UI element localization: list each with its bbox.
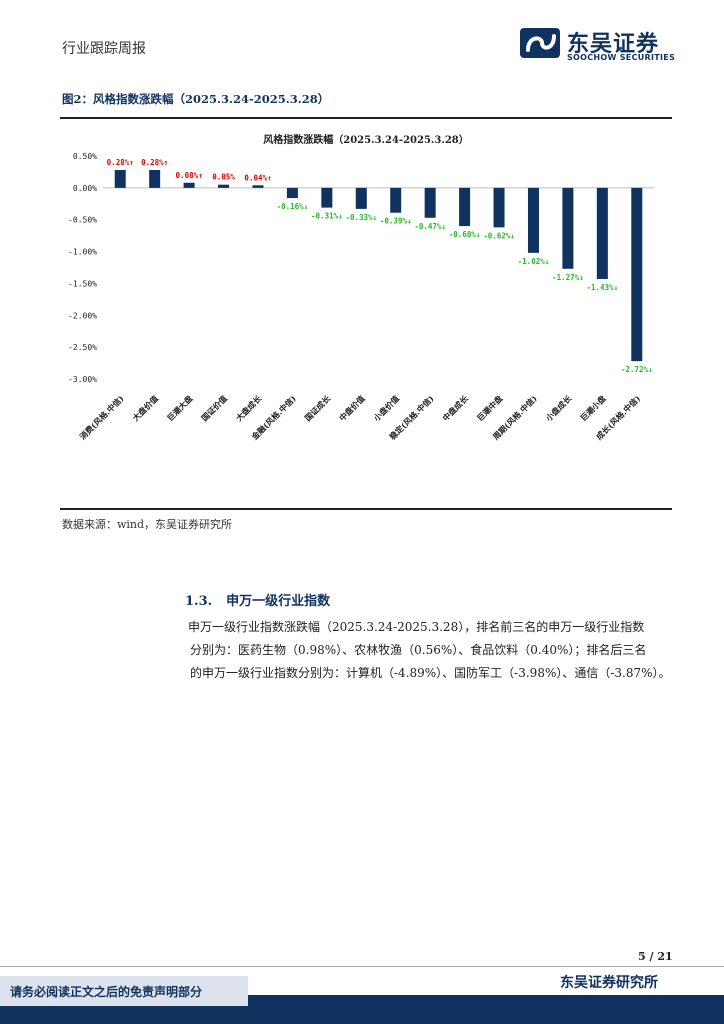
bar xyxy=(321,187,333,208)
x-category-label: 巨潮小盘 xyxy=(578,393,608,423)
bar xyxy=(149,170,161,188)
bar xyxy=(390,187,402,213)
report-type-label: 行业跟踪周报 xyxy=(62,41,146,57)
x-category-label: 中盘成长 xyxy=(440,393,470,423)
section-heading: 1.3. 申万一级行业指数 xyxy=(185,590,330,609)
bar-data-label: 0.05% xyxy=(212,173,235,182)
bar xyxy=(183,182,195,188)
bar xyxy=(527,187,539,253)
bar xyxy=(218,184,230,188)
bar-data-label: -0.60%↓ xyxy=(449,230,481,239)
y-tick-label: -2.50% xyxy=(68,343,97,352)
bar-data-label: -1.02%↓ xyxy=(518,257,550,266)
x-category-label: 大盘价值 xyxy=(130,393,160,423)
figure-source: 数据来源：wind，东吴证券研究所 xyxy=(62,518,233,531)
bar-data-label: -0.62%↓ xyxy=(483,231,515,240)
bar-data-label: -0.16%↓ xyxy=(277,202,309,211)
x-category-label: 国证成长 xyxy=(303,393,333,423)
y-tick-label: 0.50% xyxy=(73,152,97,161)
bar xyxy=(114,170,126,188)
logo-english-name: SOOCHOW SECURITIES xyxy=(567,53,676,62)
bar xyxy=(631,187,643,362)
section-title: 申万一级行业指数 xyxy=(226,594,331,609)
bar-data-label: -0.31%↓ xyxy=(311,212,343,221)
y-tick-label: -2.00% xyxy=(68,311,97,320)
footer-rule xyxy=(0,966,724,967)
x-category-label: 中盘价值 xyxy=(337,393,367,423)
bar xyxy=(596,187,608,279)
logo-name: 东吴证券 xyxy=(567,32,660,57)
bar xyxy=(252,185,264,188)
bar xyxy=(562,187,574,269)
bar-data-label: -1.27%↓ xyxy=(552,273,584,282)
bar-data-label: -1.43%↓ xyxy=(587,283,619,292)
body-line-1: 申万一级行业指数涨跌幅（2025.3.24-2025.3.28），排名前三名的申… xyxy=(188,620,645,634)
company-logo: 东吴证券 SOOCHOW SECURITIES xyxy=(520,26,680,66)
bar xyxy=(493,187,505,228)
disclaimer-box: 请务必阅读正文之后的免责声明部分 xyxy=(0,976,248,1006)
bar-data-label: 0.28%↑ xyxy=(141,158,168,167)
section-number: 1.3. xyxy=(185,594,213,609)
y-tick-label: -0.50% xyxy=(68,216,97,225)
bar xyxy=(424,187,436,218)
bar-data-label: 0.04%↑ xyxy=(244,173,271,182)
bar-data-label: 0.08%↑ xyxy=(176,171,203,180)
bar-data-label: -0.39%↓ xyxy=(380,217,412,226)
y-tick-label: -1.00% xyxy=(68,248,97,257)
logo-mark-icon xyxy=(520,28,560,58)
x-category-label: 大盘成长 xyxy=(234,393,264,423)
body-line-2: 分别为：医药生物（0.98%）、农林牧渔（0.56%）、食品饮料（0.40%）；… xyxy=(190,643,647,657)
bar xyxy=(286,187,298,199)
bar-data-label: -0.33%↓ xyxy=(345,213,377,222)
x-category-label: 国证价值 xyxy=(199,393,229,423)
x-category-label: 消费(风格.中信) xyxy=(77,393,125,441)
bar-data-label: -0.47%↓ xyxy=(414,222,446,231)
bar-data-label: -2.72%↓ xyxy=(621,365,653,374)
bar-data-label: 0.28%↑ xyxy=(107,158,134,167)
y-tick-label: -1.50% xyxy=(68,279,97,288)
y-tick-label: -3.00% xyxy=(68,375,97,384)
page-number: 5 / 21 xyxy=(638,950,673,963)
x-category-label: 巨潮中盘 xyxy=(475,393,505,423)
style-index-bar-chart: 风格指数涨跌幅（2025.3.24-2025.3.28） 0.50% 0.00% -0… xyxy=(68,133,654,442)
chart-title: 风格指数涨跌幅（2025.3.24-2025.3.28） xyxy=(263,133,469,146)
figure-bottom-rule xyxy=(60,508,672,510)
y-tick-label: 0.00% xyxy=(73,184,97,193)
figure-top-rule xyxy=(60,117,672,119)
body-line-3: 的申万一级行业指数分别为：计算机（-4.89%）、国防军工（-3.98%）、通信… xyxy=(190,666,671,680)
x-category-label: 巨潮大盘 xyxy=(165,393,195,423)
x-category-label: 小盘价值 xyxy=(371,393,401,423)
x-category-label: 小盘成长 xyxy=(543,393,574,424)
bar xyxy=(459,187,471,227)
bar xyxy=(355,187,367,209)
figure-caption: 图2：风格指数涨跌幅（2025.3.24-2025.3.28） xyxy=(62,92,330,106)
footer-organization: 东吴证券研究所 xyxy=(560,975,658,991)
disclaimer-text: 请务必阅读正文之后的免责声明部分 xyxy=(10,985,203,999)
